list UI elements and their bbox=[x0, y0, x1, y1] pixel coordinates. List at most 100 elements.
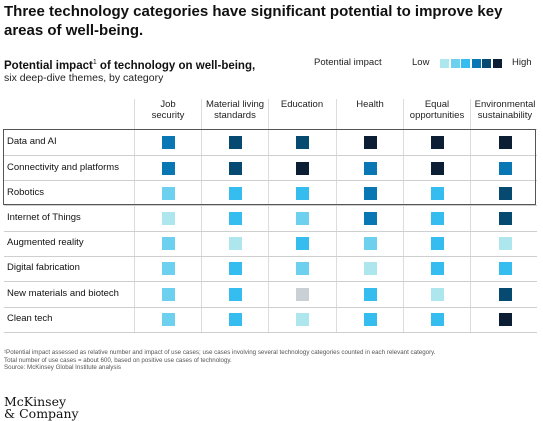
legend-swatch-6 bbox=[492, 59, 502, 68]
column-header-line: standards bbox=[214, 110, 256, 121]
column-divider bbox=[336, 99, 337, 333]
heatmap-cell bbox=[498, 312, 512, 326]
column-header: Health bbox=[330, 99, 410, 110]
column-header-line: Equal bbox=[424, 99, 450, 110]
chart-headline: Three technology categories have signifi… bbox=[4, 3, 503, 39]
row-divider bbox=[4, 281, 537, 282]
legend-swatch-3 bbox=[461, 59, 470, 68]
row-divider bbox=[4, 180, 537, 181]
column-header: Job security bbox=[128, 99, 208, 121]
legend-title: Potential impact bbox=[314, 57, 382, 68]
column-divider bbox=[268, 99, 269, 333]
row-divider bbox=[4, 256, 537, 257]
column-header-line: Material living bbox=[205, 99, 265, 110]
heatmap-cell bbox=[498, 161, 512, 175]
heatmap-cell bbox=[161, 211, 175, 225]
heatmap-cell bbox=[363, 261, 377, 275]
legend-swatch-2 bbox=[450, 59, 460, 68]
heatmap-cell bbox=[430, 312, 444, 326]
row-label: Augmented reality bbox=[7, 237, 84, 248]
chart-subtitle-secondary: six deep-dive themes, by category bbox=[4, 72, 164, 84]
row-label: Internet of Things bbox=[7, 212, 81, 223]
heatmap-cell bbox=[363, 211, 377, 225]
heatmap-cell bbox=[161, 236, 175, 250]
heatmap-cell bbox=[430, 186, 444, 200]
column-divider bbox=[470, 99, 471, 333]
heatmap-cell bbox=[228, 287, 242, 301]
heatmap-cell bbox=[295, 135, 309, 149]
heatmap-cell bbox=[161, 312, 175, 326]
heatmap-cell bbox=[228, 236, 242, 250]
heatmap-cell bbox=[363, 236, 377, 250]
legend-swatches bbox=[440, 59, 503, 70]
column-header-line: Health bbox=[356, 99, 384, 110]
column-header-line: Education bbox=[280, 99, 324, 110]
row-label: Clean tech bbox=[7, 313, 53, 324]
heatmap-cell bbox=[161, 186, 175, 200]
heatmap-cell bbox=[228, 312, 242, 326]
heatmap-cell bbox=[363, 161, 377, 175]
highlight-box bbox=[3, 129, 536, 205]
heatmap-cell bbox=[161, 135, 175, 149]
heatmap-cell bbox=[228, 186, 242, 200]
heatmap-cell bbox=[228, 161, 242, 175]
heatmap-cell bbox=[430, 135, 444, 149]
row-divider bbox=[4, 307, 537, 308]
heatmap-cell bbox=[498, 135, 512, 149]
heatmap-cell bbox=[228, 211, 242, 225]
legend-swatch-4 bbox=[471, 59, 481, 68]
heatmap-cell bbox=[430, 261, 444, 275]
footnote-1: ¹Potential impact assessed as relative n… bbox=[4, 349, 436, 356]
column-header-line: Job bbox=[160, 99, 176, 110]
row-divider bbox=[4, 231, 537, 232]
heatmap-cell bbox=[161, 161, 175, 175]
column-header-line: security bbox=[151, 110, 185, 121]
mckinsey-logo: McKinsey & Company bbox=[4, 394, 79, 421]
footnote-marker: 1 bbox=[92, 59, 97, 66]
heatmap-cell bbox=[363, 135, 377, 149]
column-header: Equal opportunities bbox=[397, 99, 477, 121]
subtitle-main: Potential impact bbox=[4, 59, 93, 72]
heatmap-cell bbox=[161, 287, 175, 301]
column-header-line: Environmental bbox=[474, 99, 536, 110]
heatmap-cell bbox=[498, 186, 512, 200]
logo-line-1: McKinsey bbox=[4, 394, 67, 409]
heatmap-cell bbox=[295, 211, 309, 225]
heatmap-cell bbox=[295, 312, 309, 326]
heatmap-cell bbox=[228, 261, 242, 275]
chart-subtitle: Potential impact1 of technology on well-… bbox=[4, 59, 255, 72]
row-label: Connectivity and platforms bbox=[7, 162, 119, 173]
heatmap-cell bbox=[498, 211, 512, 225]
legend-low-label: Low bbox=[412, 57, 430, 68]
legend-high-label: High bbox=[512, 57, 532, 68]
row-label: Robotics bbox=[7, 187, 44, 198]
footnotes: ¹Potential impact assessed as relative n… bbox=[4, 349, 539, 372]
heatmap-cell bbox=[295, 261, 309, 275]
heatmap-cell bbox=[295, 236, 309, 250]
logo-line-2: & Company bbox=[4, 406, 79, 421]
heatmap-cell bbox=[430, 211, 444, 225]
row-label: New materials and biotech bbox=[7, 288, 119, 299]
footnote-2: Total number of use cases = about 600, b… bbox=[4, 356, 232, 364]
column-header: Education bbox=[262, 99, 342, 110]
column-divider bbox=[134, 99, 135, 333]
row-label: Digital fabrication bbox=[7, 262, 80, 273]
heatmap-cell bbox=[430, 236, 444, 250]
heatmap-cell bbox=[498, 287, 512, 301]
column-header-line: sustainability bbox=[477, 110, 533, 121]
legend-swatch-1 bbox=[440, 59, 449, 68]
heatmap-cell bbox=[498, 261, 512, 275]
subtitle-rest: of technology on well-being, bbox=[96, 59, 256, 72]
heatmap-cell bbox=[498, 236, 512, 250]
column-divider bbox=[403, 99, 404, 333]
row-label: Data and AI bbox=[7, 136, 57, 147]
heatmap-cell bbox=[430, 287, 444, 301]
legend-swatch-5 bbox=[482, 59, 491, 68]
heatmap-cell bbox=[363, 186, 377, 200]
heatmap-cell bbox=[363, 287, 377, 301]
heatmap-cell bbox=[295, 287, 309, 301]
row-divider bbox=[4, 155, 537, 156]
row-divider bbox=[4, 205, 537, 206]
heatmap-cell bbox=[161, 261, 175, 275]
column-divider bbox=[201, 99, 202, 333]
